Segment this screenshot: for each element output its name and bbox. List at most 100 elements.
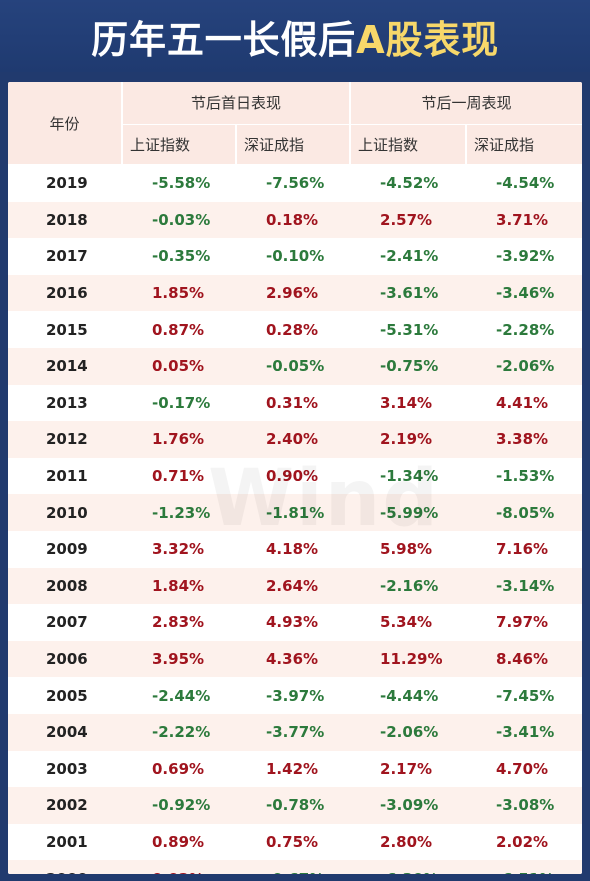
sh-week-cell: 2.19% bbox=[350, 421, 467, 458]
sz-day1-cell: 1.42% bbox=[236, 750, 351, 788]
table-row: 2016 1.85% 2.96% -3.61% -3.46% bbox=[8, 274, 582, 312]
table-row: 2001 0.89% 0.75% 2.80% 2.02% bbox=[8, 823, 582, 861]
table-row: 2015 0.87% 0.28% -5.31% -2.28% bbox=[8, 311, 582, 348]
sh-week-cell: 11.29% bbox=[350, 640, 467, 678]
sz-week-cell: -2.28% bbox=[466, 311, 582, 348]
year-cell: 2011 bbox=[8, 457, 122, 495]
year-cell: 2014 bbox=[8, 347, 122, 385]
table-row: 2009 3.32% 4.18% 5.98% 7.16% bbox=[8, 530, 582, 568]
sh-week-cell: 2.17% bbox=[350, 750, 467, 788]
sz-day1-cell: -3.77% bbox=[236, 713, 351, 751]
sh-day1-cell: 0.87% bbox=[122, 311, 236, 348]
year-cell: 2019 bbox=[8, 164, 122, 202]
sh-day1-cell: 3.95% bbox=[122, 640, 236, 678]
sh-day1-cell: -0.17% bbox=[122, 384, 236, 422]
sh-day1-cell: 1.76% bbox=[122, 421, 236, 458]
sh-week-cell: -2.06% bbox=[350, 713, 467, 751]
sz-week-cell: 2.02% bbox=[466, 823, 582, 861]
sh-week-cell: -0.75% bbox=[350, 347, 467, 385]
sz-week-cell: 7.97% bbox=[466, 604, 582, 641]
table-row: 2014 0.05% -0.05% -0.75% -2.06% bbox=[8, 347, 582, 385]
table-row: 2005 -2.44% -3.97% -4.44% -7.45% bbox=[8, 677, 582, 714]
sh-week-cell: -5.99% bbox=[350, 494, 467, 531]
sz-week-cell: -8.05% bbox=[466, 494, 582, 531]
sh-week-cell: -4.52% bbox=[350, 164, 467, 202]
sz-day1-cell: -0.05% bbox=[236, 347, 351, 385]
year-cell: 2016 bbox=[8, 274, 122, 312]
table-row: 20000.02%-0.67%-6.30%-6.51% bbox=[8, 860, 582, 874]
sz-week-cell: -2.06% bbox=[466, 347, 582, 385]
year-cell: 2010 bbox=[8, 494, 122, 531]
year-cell: 2001 bbox=[8, 823, 122, 861]
table-row: 2002 -0.92% -0.78% -3.09% -3.08% bbox=[8, 787, 582, 824]
sz-day1-cell: -0.78% bbox=[236, 787, 351, 824]
sz-day1-cell: -7.56% bbox=[236, 164, 351, 202]
sh-week-cell: -2.41% bbox=[350, 238, 467, 275]
sh-index-day-header: 上证指数 bbox=[122, 124, 237, 166]
sz-week-cell: 4.70% bbox=[466, 750, 582, 788]
sz-day1-cell: 2.96% bbox=[236, 274, 351, 312]
sh-day1-cell: 0.71% bbox=[122, 457, 236, 495]
sz-day1-cell: 0.90% bbox=[236, 457, 351, 495]
sh-day1-cell: 2.83% bbox=[122, 604, 236, 641]
table-body: 2019 -5.58% -7.56% -4.52% -4.54% 2018 -0.03% 0.… bbox=[8, 164, 582, 874]
sz-day1-cell: 0.28% bbox=[236, 311, 351, 348]
sz-week-cell: -7.45% bbox=[466, 677, 582, 714]
sz-index-day-header: 深证成指 bbox=[236, 124, 352, 166]
table-row: 2017 -0.35% -0.10% -2.41% -3.92% bbox=[8, 238, 582, 275]
sz-week-cell: 7.16% bbox=[466, 530, 582, 568]
year-cell: 2008 bbox=[8, 567, 122, 605]
sh-week-cell: 5.34% bbox=[350, 604, 467, 641]
table-row: 2011 0.71% 0.90% -1.34% -1.53% bbox=[8, 457, 582, 495]
sh-day1-cell: 0.05% bbox=[122, 347, 236, 385]
year-cell: 2000 bbox=[8, 860, 122, 874]
sz-week-cell: -3.46% bbox=[466, 274, 582, 312]
sh-day1-cell: -5.58% bbox=[122, 164, 236, 202]
sz-week-cell: 4.41% bbox=[466, 384, 582, 422]
sz-week-cell: -6.51% bbox=[466, 860, 582, 874]
sh-week-cell: -5.31% bbox=[350, 311, 467, 348]
sh-day1-cell: -1.23% bbox=[122, 494, 236, 531]
sh-week-cell: -3.61% bbox=[350, 274, 467, 312]
table-row: 2019 -5.58% -7.56% -4.52% -4.54% bbox=[8, 164, 582, 202]
sz-day1-cell: 4.36% bbox=[236, 640, 351, 678]
year-cell: 2002 bbox=[8, 787, 122, 824]
sz-day1-cell: -1.81% bbox=[236, 494, 351, 531]
sz-week-cell: -3.41% bbox=[466, 713, 582, 751]
title-main: 历年五一长假后 bbox=[91, 17, 356, 62]
sz-day1-cell: 4.18% bbox=[236, 530, 351, 568]
table-row: 2013 -0.17% 0.31% 3.14% 4.41% bbox=[8, 384, 582, 422]
sz-day1-cell: 0.31% bbox=[236, 384, 351, 422]
table-row: 2006 3.95% 4.36% 11.29% 8.46% bbox=[8, 640, 582, 678]
sh-day1-cell: 0.89% bbox=[122, 823, 236, 861]
year-column-header: 年份 bbox=[8, 82, 123, 165]
page-title: 历年五一长假后 A股表现 bbox=[91, 9, 499, 64]
year-cell: 2015 bbox=[8, 311, 122, 348]
sh-week-cell: 2.80% bbox=[350, 823, 467, 861]
sz-week-cell: -3.92% bbox=[466, 238, 582, 275]
year-cell: 2003 bbox=[8, 750, 122, 788]
sh-day1-cell: 0.69% bbox=[122, 750, 236, 788]
title-banner: 历年五一长假后 A股表现 bbox=[0, 0, 590, 72]
sh-day1-cell: 3.32% bbox=[122, 530, 236, 568]
year-cell: 2006 bbox=[8, 640, 122, 678]
sz-week-cell: -1.53% bbox=[466, 457, 582, 495]
sh-day1-cell: 1.84% bbox=[122, 567, 236, 605]
year-cell: 2018 bbox=[8, 201, 122, 239]
sz-day1-cell: 4.93% bbox=[236, 604, 351, 641]
sz-week-cell: -3.08% bbox=[466, 787, 582, 824]
sh-week-cell: -6.30% bbox=[350, 860, 467, 874]
sz-week-cell: -3.14% bbox=[466, 567, 582, 605]
sh-day1-cell: -0.35% bbox=[122, 238, 236, 275]
sz-week-cell: -4.54% bbox=[466, 164, 582, 202]
year-cell: 2004 bbox=[8, 713, 122, 751]
sz-week-cell: 3.38% bbox=[466, 421, 582, 458]
sz-day1-cell: -0.67% bbox=[236, 860, 351, 874]
sh-day1-cell: -2.44% bbox=[122, 677, 236, 714]
table-row: 2007 2.83% 4.93% 5.34% 7.97% bbox=[8, 604, 582, 641]
table-row: 2018 -0.03% 0.18% 2.57% 3.71% bbox=[8, 201, 582, 239]
data-table-panel: 年份 节后首日表现 节后一周表现 上证指数 深证成指 上证指数 深证成指 201… bbox=[8, 82, 582, 874]
sz-day1-cell: 0.18% bbox=[236, 201, 351, 239]
sh-week-cell: 2.57% bbox=[350, 201, 467, 239]
first-day-group-header: 节后首日表现 bbox=[122, 82, 352, 125]
